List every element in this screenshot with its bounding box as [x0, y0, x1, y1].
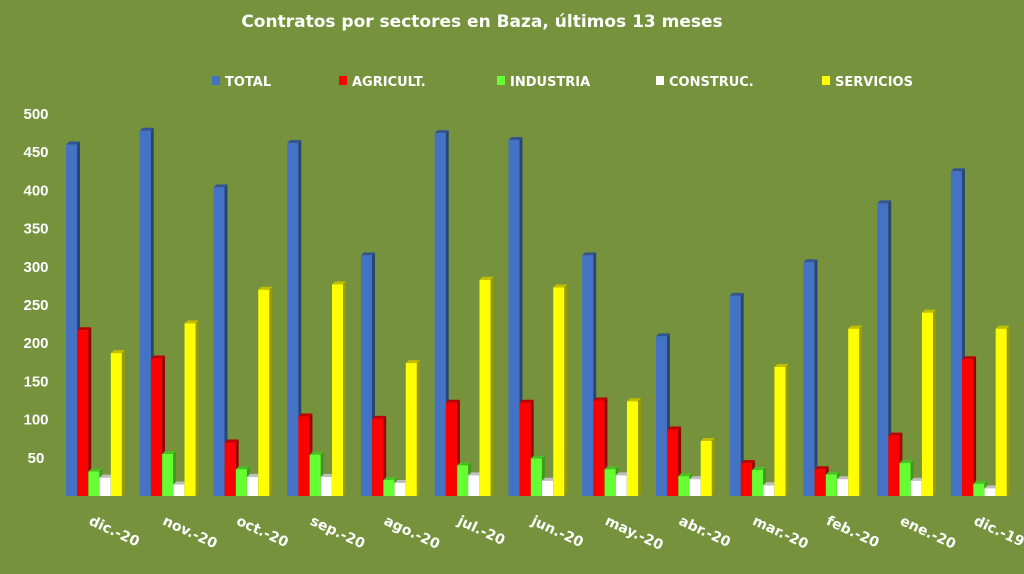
x-tick-label: may.-20	[602, 513, 665, 554]
legend-label-construc: CONSTRUC.	[669, 75, 754, 90]
bar-total-feb-20	[803, 259, 818, 496]
y-tick-label: 350	[23, 221, 48, 238]
bar-servicios-may-20	[626, 398, 641, 496]
x-tick-label: jul.-20	[454, 513, 507, 549]
y-tick-label: 500	[23, 106, 48, 123]
x-tick-label: nov.-20	[160, 513, 220, 552]
y-tick-label: 250	[23, 297, 48, 314]
bar-servicios-oct-20	[258, 286, 273, 496]
bar-agricult-dic-19	[962, 356, 977, 496]
bar-servicios-feb-20	[848, 325, 863, 496]
bar-total-mar-20	[729, 292, 744, 496]
legend-label-agricult: AGRICULT.	[352, 75, 426, 90]
legend-label-industria: INDUSTRIA	[510, 75, 590, 90]
y-tick-label: 50	[28, 450, 45, 467]
bar-servicios-sep-20	[332, 281, 347, 496]
legend-swatch-agricult	[339, 76, 347, 85]
x-tick-label: ene.-20	[897, 513, 958, 553]
bar-servicios-mar-20	[774, 363, 789, 496]
bar-servicios-nov-20	[184, 320, 199, 496]
bar-servicios-dic-19	[995, 325, 1010, 496]
legend-swatch-industria	[497, 76, 505, 85]
bar-servicios-ene-20	[921, 309, 936, 496]
bar-servicios-abr-20	[700, 437, 715, 496]
legend: TOTAL AGRICULT. INDUSTRIA CONSTRUC. SERVICIO…	[212, 75, 913, 90]
legend-swatch-construc	[656, 76, 664, 85]
y-tick-label: 300	[23, 259, 48, 276]
x-tick-label: feb.-20	[824, 513, 882, 551]
bar-total-ene-20	[877, 200, 892, 496]
y-axis: 50 100 150 200 250 300 350 400 450 500	[23, 106, 48, 467]
y-tick-label: 450	[23, 144, 48, 161]
chart-title: Contratos por sectores en Baza, últimos …	[241, 12, 722, 32]
legend-label-servicios: SERVICIOS	[835, 75, 913, 90]
bar-servicios-ago-20	[405, 360, 420, 496]
bar-total-sep-20	[287, 140, 302, 497]
bar-servicios-jun-20	[553, 284, 568, 496]
x-tick-label: ago.-20	[381, 513, 442, 553]
y-tick-label: 150	[23, 373, 48, 390]
x-tick-label: sep.-20	[308, 513, 368, 552]
x-tick-label: jun.-20	[528, 513, 586, 551]
bar-agricult-dic-20	[77, 327, 92, 496]
bars	[66, 127, 1010, 497]
y-tick-label: 100	[23, 412, 48, 429]
legend-label-total: TOTAL	[225, 75, 271, 90]
x-tick-label: dic.-19	[971, 513, 1024, 550]
bar-servicios-dic-20	[110, 350, 125, 496]
x-tick-label: abr.-20	[676, 513, 733, 551]
legend-swatch-total	[212, 76, 220, 85]
legend-swatch-servicios	[822, 76, 830, 85]
y-tick-label: 200	[23, 335, 48, 352]
x-axis: dic.-20 nov.-20 oct.-20 sep.-20 ago.-20 jul.-…	[86, 513, 1024, 554]
x-tick-label: oct.-20	[234, 513, 291, 551]
x-tick-label: dic.-20	[86, 513, 142, 550]
x-tick-label: mar.-20	[750, 513, 811, 553]
bar-agricult-ago-20	[372, 415, 387, 496]
bar-total-oct-20	[213, 184, 228, 496]
bar-servicios-jul-20	[479, 276, 494, 496]
y-tick-label: 400	[23, 182, 48, 199]
